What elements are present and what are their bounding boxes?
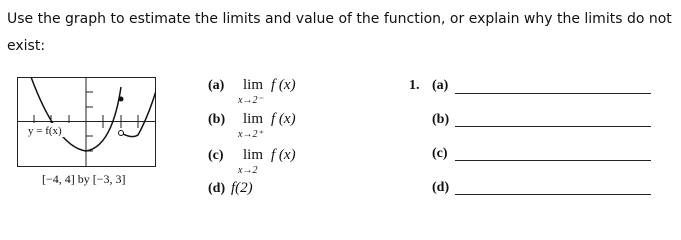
lim: lim [243,77,264,93]
problem-number: 1. [409,78,420,93]
expr: f (x) [271,147,296,163]
answer-line [455,194,651,195]
part-label: (b) [208,112,226,127]
answer-label: (c) [432,146,448,161]
part-label: (d) [208,181,226,196]
instruction: Use the graph to estimate the limits and… [7,11,672,54]
answer-label: (a) [432,78,449,93]
answer-line [455,126,651,127]
approach: x→2⁻ [238,95,263,106]
expr: f(2) [231,180,253,196]
answer-line [455,93,651,94]
window: [−4, 4] by [−3, 3] [42,172,126,186]
answer-label: (d) [432,180,450,195]
graph: y = f(x) [17,77,156,167]
answer-label: (b) [432,112,450,127]
lim: lim [243,111,264,127]
graph-label: y = f(x) [28,125,62,137]
expr: f (x) [271,111,296,127]
part-label: (a) [208,78,225,93]
approach: x→2⁺ [238,129,263,140]
lim: lim [243,147,264,163]
part-label: (c) [208,148,224,163]
approach: x→2 [238,165,258,176]
expr: f (x) [271,77,296,93]
answer-line [455,160,651,161]
page: Use the graph to estimate the limits and… [7,11,672,196]
